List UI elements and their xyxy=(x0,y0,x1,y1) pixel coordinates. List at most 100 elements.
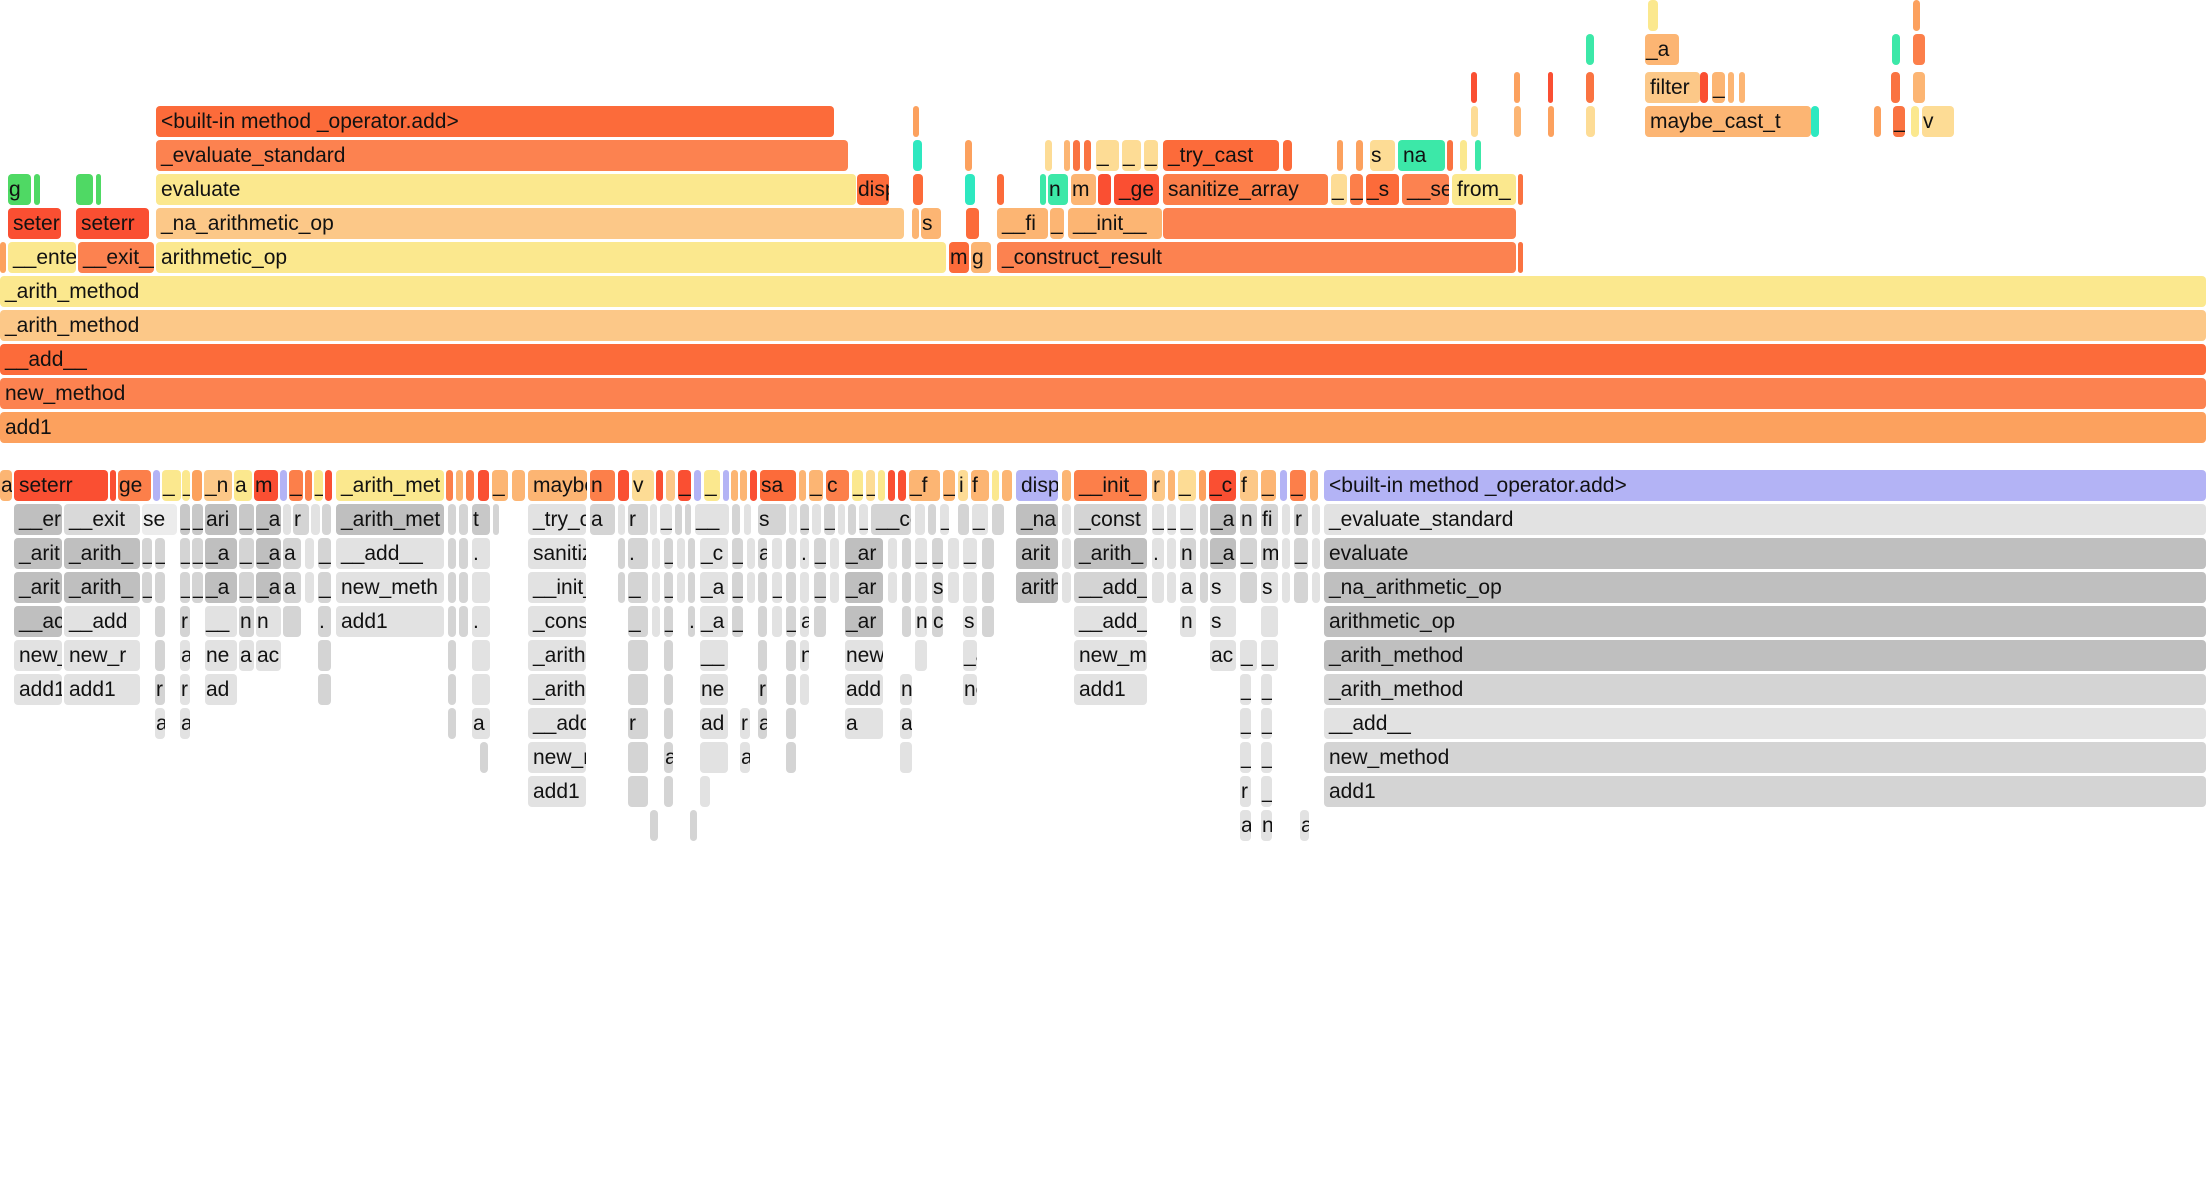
caller-frame[interactable]: ac xyxy=(256,640,281,671)
caller-frame[interactable] xyxy=(1200,538,1208,569)
caller-frame[interactable] xyxy=(830,538,839,569)
caller-frame[interactable] xyxy=(786,708,796,739)
caller-frame[interactable] xyxy=(878,470,885,501)
caller-frame[interactable]: s xyxy=(1210,572,1236,603)
caller-frame[interactable]: add1 xyxy=(336,606,444,637)
flame-frame[interactable]: _ xyxy=(1096,140,1119,171)
caller-frame[interactable]: _ xyxy=(866,470,875,501)
caller-frame[interactable] xyxy=(155,572,165,603)
caller-frame[interactable]: _a xyxy=(1210,504,1236,535)
caller-frame[interactable]: a xyxy=(664,742,673,773)
caller-frame[interactable]: _ xyxy=(932,538,943,569)
caller-frame[interactable]: r xyxy=(740,708,750,739)
caller-frame[interactable] xyxy=(283,606,301,637)
caller-frame[interactable]: _ xyxy=(1152,504,1164,535)
caller-frame[interactable]: s xyxy=(1210,606,1236,637)
caller-frame[interactable]: add1 xyxy=(1074,674,1147,705)
caller-frame[interactable] xyxy=(1261,606,1278,637)
caller-frame[interactable]: . xyxy=(472,538,490,569)
caller-frame[interactable] xyxy=(731,470,738,501)
caller-frame[interactable]: _ xyxy=(1240,538,1257,569)
caller-frame[interactable] xyxy=(305,572,314,603)
caller-frame[interactable] xyxy=(448,572,456,603)
caller-frame[interactable] xyxy=(155,640,165,671)
main-flame-graph-panel[interactable]: _a filter _ <built-in method _operator.add>… xyxy=(0,0,2206,480)
caller-frame[interactable]: _a xyxy=(256,572,281,603)
caller-frame[interactable]: n xyxy=(1180,606,1196,637)
caller-frame[interactable] xyxy=(948,572,959,603)
flame-frame[interactable] xyxy=(1514,106,1521,137)
flame-frame[interactable] xyxy=(1475,140,1481,171)
caller-frame[interactable]: a xyxy=(472,708,490,739)
caller-frame[interactable]: n xyxy=(900,674,912,705)
caller-frame[interactable] xyxy=(666,470,675,501)
caller-frame[interactable]: _ xyxy=(192,572,203,603)
flame-frame[interactable]: add1 xyxy=(0,412,2206,443)
caller-frame-selected[interactable] xyxy=(280,470,287,501)
caller-frame[interactable]: _ xyxy=(1290,470,1306,501)
caller-frame[interactable]: _arith_ xyxy=(64,538,140,569)
flame-frame[interactable]: _arith_method xyxy=(0,276,2206,307)
flame-frame[interactable]: seterr xyxy=(8,208,61,239)
caller-frame[interactable]: _ xyxy=(142,572,152,603)
caller-frame[interactable] xyxy=(1168,470,1175,501)
caller-frame[interactable] xyxy=(1199,470,1206,501)
flame-frame[interactable]: m xyxy=(1071,174,1096,205)
caller-frame[interactable] xyxy=(799,470,806,501)
flame-frame[interactable] xyxy=(1073,140,1080,171)
flame-frame[interactable]: _ xyxy=(1331,174,1347,205)
caller-frame[interactable]: r xyxy=(155,674,165,705)
flame-frame[interactable] xyxy=(912,208,919,239)
flame-frame[interactable] xyxy=(1913,34,1925,65)
flame-frame[interactable]: _evaluate_standard xyxy=(156,140,848,171)
caller-frame[interactable] xyxy=(688,538,695,569)
caller-frame[interactable] xyxy=(192,470,202,501)
caller-frame[interactable]: _ xyxy=(192,504,203,535)
flame-frame[interactable] xyxy=(1518,242,1523,273)
flame-frame[interactable] xyxy=(1892,34,1900,65)
caller-frame[interactable]: _ xyxy=(732,538,743,569)
caller-frame-selected[interactable] xyxy=(1280,470,1287,501)
caller-frame[interactable]: c xyxy=(932,606,943,637)
caller-frame[interactable] xyxy=(789,504,797,535)
caller-frame[interactable]: _ xyxy=(1180,504,1196,535)
flame-frame[interactable] xyxy=(913,106,919,137)
flame-frame[interactable]: v xyxy=(1922,106,1954,137)
caller-frame[interactable] xyxy=(448,708,456,739)
caller-frame[interactable] xyxy=(628,742,648,773)
caller-frame[interactable]: _a xyxy=(205,538,237,569)
flame-frame[interactable]: disp xyxy=(857,174,889,205)
caller-frame[interactable] xyxy=(472,674,490,705)
caller-frame[interactable]: ari xyxy=(205,504,237,535)
flame-frame[interactable]: m xyxy=(949,242,969,273)
caller-frame-selected[interactable]: disp xyxy=(1016,470,1058,501)
caller-frame[interactable] xyxy=(1167,538,1176,569)
flame-frame[interactable]: _try_cast xyxy=(1163,140,1279,171)
flame-frame[interactable] xyxy=(1548,72,1553,103)
caller-frame[interactable] xyxy=(472,640,490,671)
caller-frame[interactable] xyxy=(1062,504,1071,535)
flame-frame[interactable] xyxy=(966,208,979,239)
caller-frame[interactable] xyxy=(650,504,657,535)
caller-frame[interactable]: a xyxy=(740,742,750,773)
caller-frame[interactable]: fi xyxy=(1261,504,1278,535)
caller-frame[interactable]: _n xyxy=(204,470,232,501)
caller-frame[interactable]: __init_ xyxy=(528,572,586,603)
caller-frame[interactable]: new xyxy=(963,674,977,705)
caller-frame[interactable]: _ xyxy=(628,606,648,637)
caller-frame[interactable]: new_r xyxy=(528,742,586,773)
caller-frame[interactable] xyxy=(1294,572,1308,603)
caller-frame[interactable]: a xyxy=(180,640,190,671)
caller-frame[interactable]: a xyxy=(0,470,12,501)
caller-frame[interactable] xyxy=(1312,572,1320,603)
flame-frame[interactable]: _na_arithmetic_op xyxy=(156,208,904,239)
caller-frame[interactable]: new_m xyxy=(1074,640,1147,671)
caller-frame[interactable]: ad xyxy=(900,708,912,739)
caller-frame[interactable]: __add_ xyxy=(1074,606,1147,637)
caller-frame[interactable]: ad xyxy=(205,674,237,705)
caller-frame[interactable]: a xyxy=(1240,810,1251,841)
caller-frame[interactable]: _ xyxy=(1261,674,1272,705)
caller-frame[interactable]: _a xyxy=(1210,538,1236,569)
caller-frame[interactable]: _ xyxy=(155,538,165,569)
flame-frame[interactable] xyxy=(1874,106,1881,137)
